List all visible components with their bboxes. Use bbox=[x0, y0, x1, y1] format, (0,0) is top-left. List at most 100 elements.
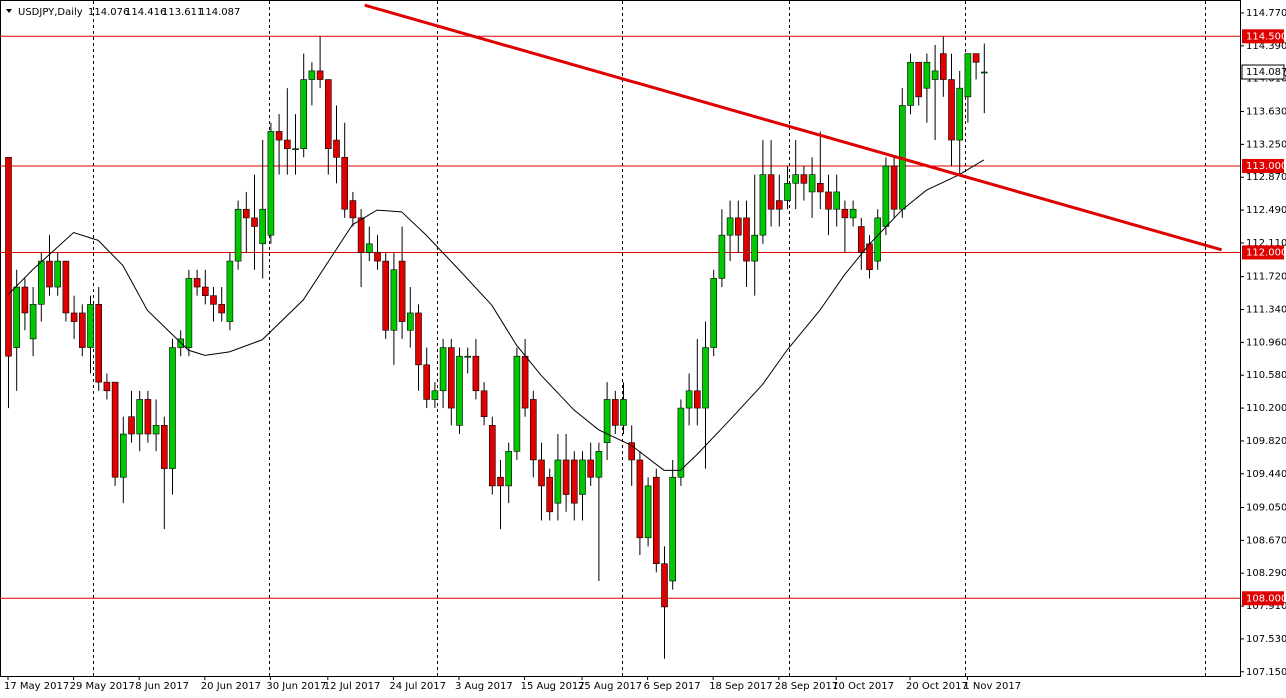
candle-body bbox=[193, 278, 201, 288]
menu-triangle[interactable] bbox=[6, 9, 12, 13]
level-label: 112.000 bbox=[1246, 247, 1286, 258]
candle-body bbox=[62, 260, 70, 314]
candle-body bbox=[948, 79, 955, 141]
candle-body bbox=[505, 451, 513, 487]
candle-body bbox=[37, 260, 45, 305]
candle-body bbox=[513, 355, 521, 452]
x-tick-label: 10 Oct 2017 bbox=[832, 681, 894, 692]
candle-body bbox=[456, 355, 463, 426]
candle-body bbox=[784, 182, 791, 201]
candle-body bbox=[939, 53, 947, 80]
candle-body bbox=[841, 208, 849, 219]
candle-body bbox=[849, 208, 857, 219]
header-open: 114.076 bbox=[88, 7, 129, 18]
candle-body bbox=[357, 217, 365, 253]
x-tick-label: 20 Jun 2017 bbox=[201, 681, 261, 692]
y-tick-label: 110.580 bbox=[1246, 370, 1286, 381]
candle-body bbox=[718, 234, 726, 279]
y-tick-label: 111.340 bbox=[1246, 305, 1286, 316]
candle-body bbox=[120, 433, 127, 478]
x-tick-label: 30 Jun 2017 bbox=[266, 681, 326, 692]
y-tick-label: 110.960 bbox=[1246, 337, 1286, 348]
candle-body bbox=[529, 399, 537, 461]
candle-body bbox=[767, 174, 775, 210]
y-tick-label: 114.770 bbox=[1246, 8, 1286, 19]
y-tick-label: 111.720 bbox=[1246, 272, 1286, 283]
candle-body bbox=[29, 304, 37, 340]
y-tick-label: 109.050 bbox=[1246, 502, 1286, 513]
y-tick-label: 107.150 bbox=[1246, 667, 1286, 678]
candle-body bbox=[365, 243, 373, 253]
candle-body bbox=[324, 79, 332, 150]
candle-body bbox=[349, 200, 357, 219]
x-tick-label: 6 Sep 2017 bbox=[644, 681, 701, 692]
candle-body bbox=[521, 355, 529, 409]
candle-body bbox=[243, 208, 250, 219]
candle-body bbox=[13, 286, 20, 348]
level-tag bbox=[1242, 29, 1284, 44]
candle-body bbox=[480, 390, 488, 418]
candle-body bbox=[620, 399, 627, 426]
y-tick-label: 112.870 bbox=[1246, 172, 1286, 183]
candle-body bbox=[128, 416, 135, 435]
candle-body bbox=[661, 563, 668, 608]
candle-body bbox=[333, 139, 340, 158]
candle-body bbox=[743, 217, 750, 262]
x-tick-label: 3 Aug 2017 bbox=[455, 681, 513, 692]
level-tag bbox=[1242, 245, 1284, 260]
candle-body bbox=[472, 355, 480, 392]
candle-body bbox=[46, 260, 53, 288]
plot-frame bbox=[0, 0, 1241, 677]
header-high: 114.416 bbox=[125, 7, 166, 18]
x-tick-label: 12 Jul 2017 bbox=[324, 681, 381, 692]
candle-body bbox=[866, 243, 873, 271]
header-close: 114.087 bbox=[199, 7, 240, 18]
level-label: 108.000 bbox=[1246, 593, 1286, 604]
x-tick-label: 1 Nov 2017 bbox=[963, 681, 1021, 692]
candle-body bbox=[964, 53, 972, 98]
price-tag bbox=[1241, 64, 1285, 80]
candle-body bbox=[316, 70, 324, 80]
candle-body bbox=[595, 451, 603, 478]
y-tick-label: 114.390 bbox=[1246, 41, 1286, 52]
x-tick-label: 17 May 2017 bbox=[4, 681, 69, 692]
candle-body bbox=[956, 87, 964, 141]
candle-body bbox=[759, 174, 767, 236]
candle-body bbox=[497, 476, 504, 487]
candle-body bbox=[710, 278, 718, 348]
y-tick-label: 109.820 bbox=[1246, 436, 1286, 447]
candle-body bbox=[398, 260, 406, 322]
x-tick-label: 25 Aug 2017 bbox=[578, 681, 642, 692]
level-label: 114.500 bbox=[1246, 31, 1286, 42]
candle-body bbox=[406, 312, 414, 331]
candle-body bbox=[431, 390, 439, 400]
candle-body bbox=[554, 459, 562, 504]
candle-body bbox=[447, 347, 455, 409]
candle-body bbox=[792, 174, 800, 184]
candle-body bbox=[70, 312, 78, 322]
candle-body bbox=[702, 347, 709, 409]
candle-body bbox=[587, 459, 595, 478]
candle-body bbox=[857, 226, 865, 253]
x-tick-label: 24 Jul 2017 bbox=[389, 681, 446, 692]
candle-body bbox=[382, 260, 390, 331]
candle-body bbox=[677, 407, 685, 478]
moving-average bbox=[7, 159, 985, 471]
x-tick-label: 20 Oct 2017 bbox=[906, 681, 968, 692]
candle-body bbox=[726, 217, 734, 236]
candle-body bbox=[161, 425, 168, 469]
candle-body bbox=[800, 174, 808, 184]
symbol-label: USDJPY,Daily bbox=[18, 7, 83, 18]
candle-body bbox=[169, 347, 176, 469]
candle-body bbox=[693, 390, 701, 409]
candle-body bbox=[283, 139, 291, 150]
y-tick-label: 112.110 bbox=[1246, 238, 1286, 249]
candle-body bbox=[202, 286, 209, 296]
candle-body bbox=[374, 252, 381, 262]
candle-body bbox=[882, 165, 890, 227]
candle-body bbox=[611, 399, 619, 426]
candle-body bbox=[54, 260, 62, 288]
candle-body bbox=[833, 191, 841, 210]
x-tick-label: 15 Aug 2017 bbox=[521, 681, 585, 692]
